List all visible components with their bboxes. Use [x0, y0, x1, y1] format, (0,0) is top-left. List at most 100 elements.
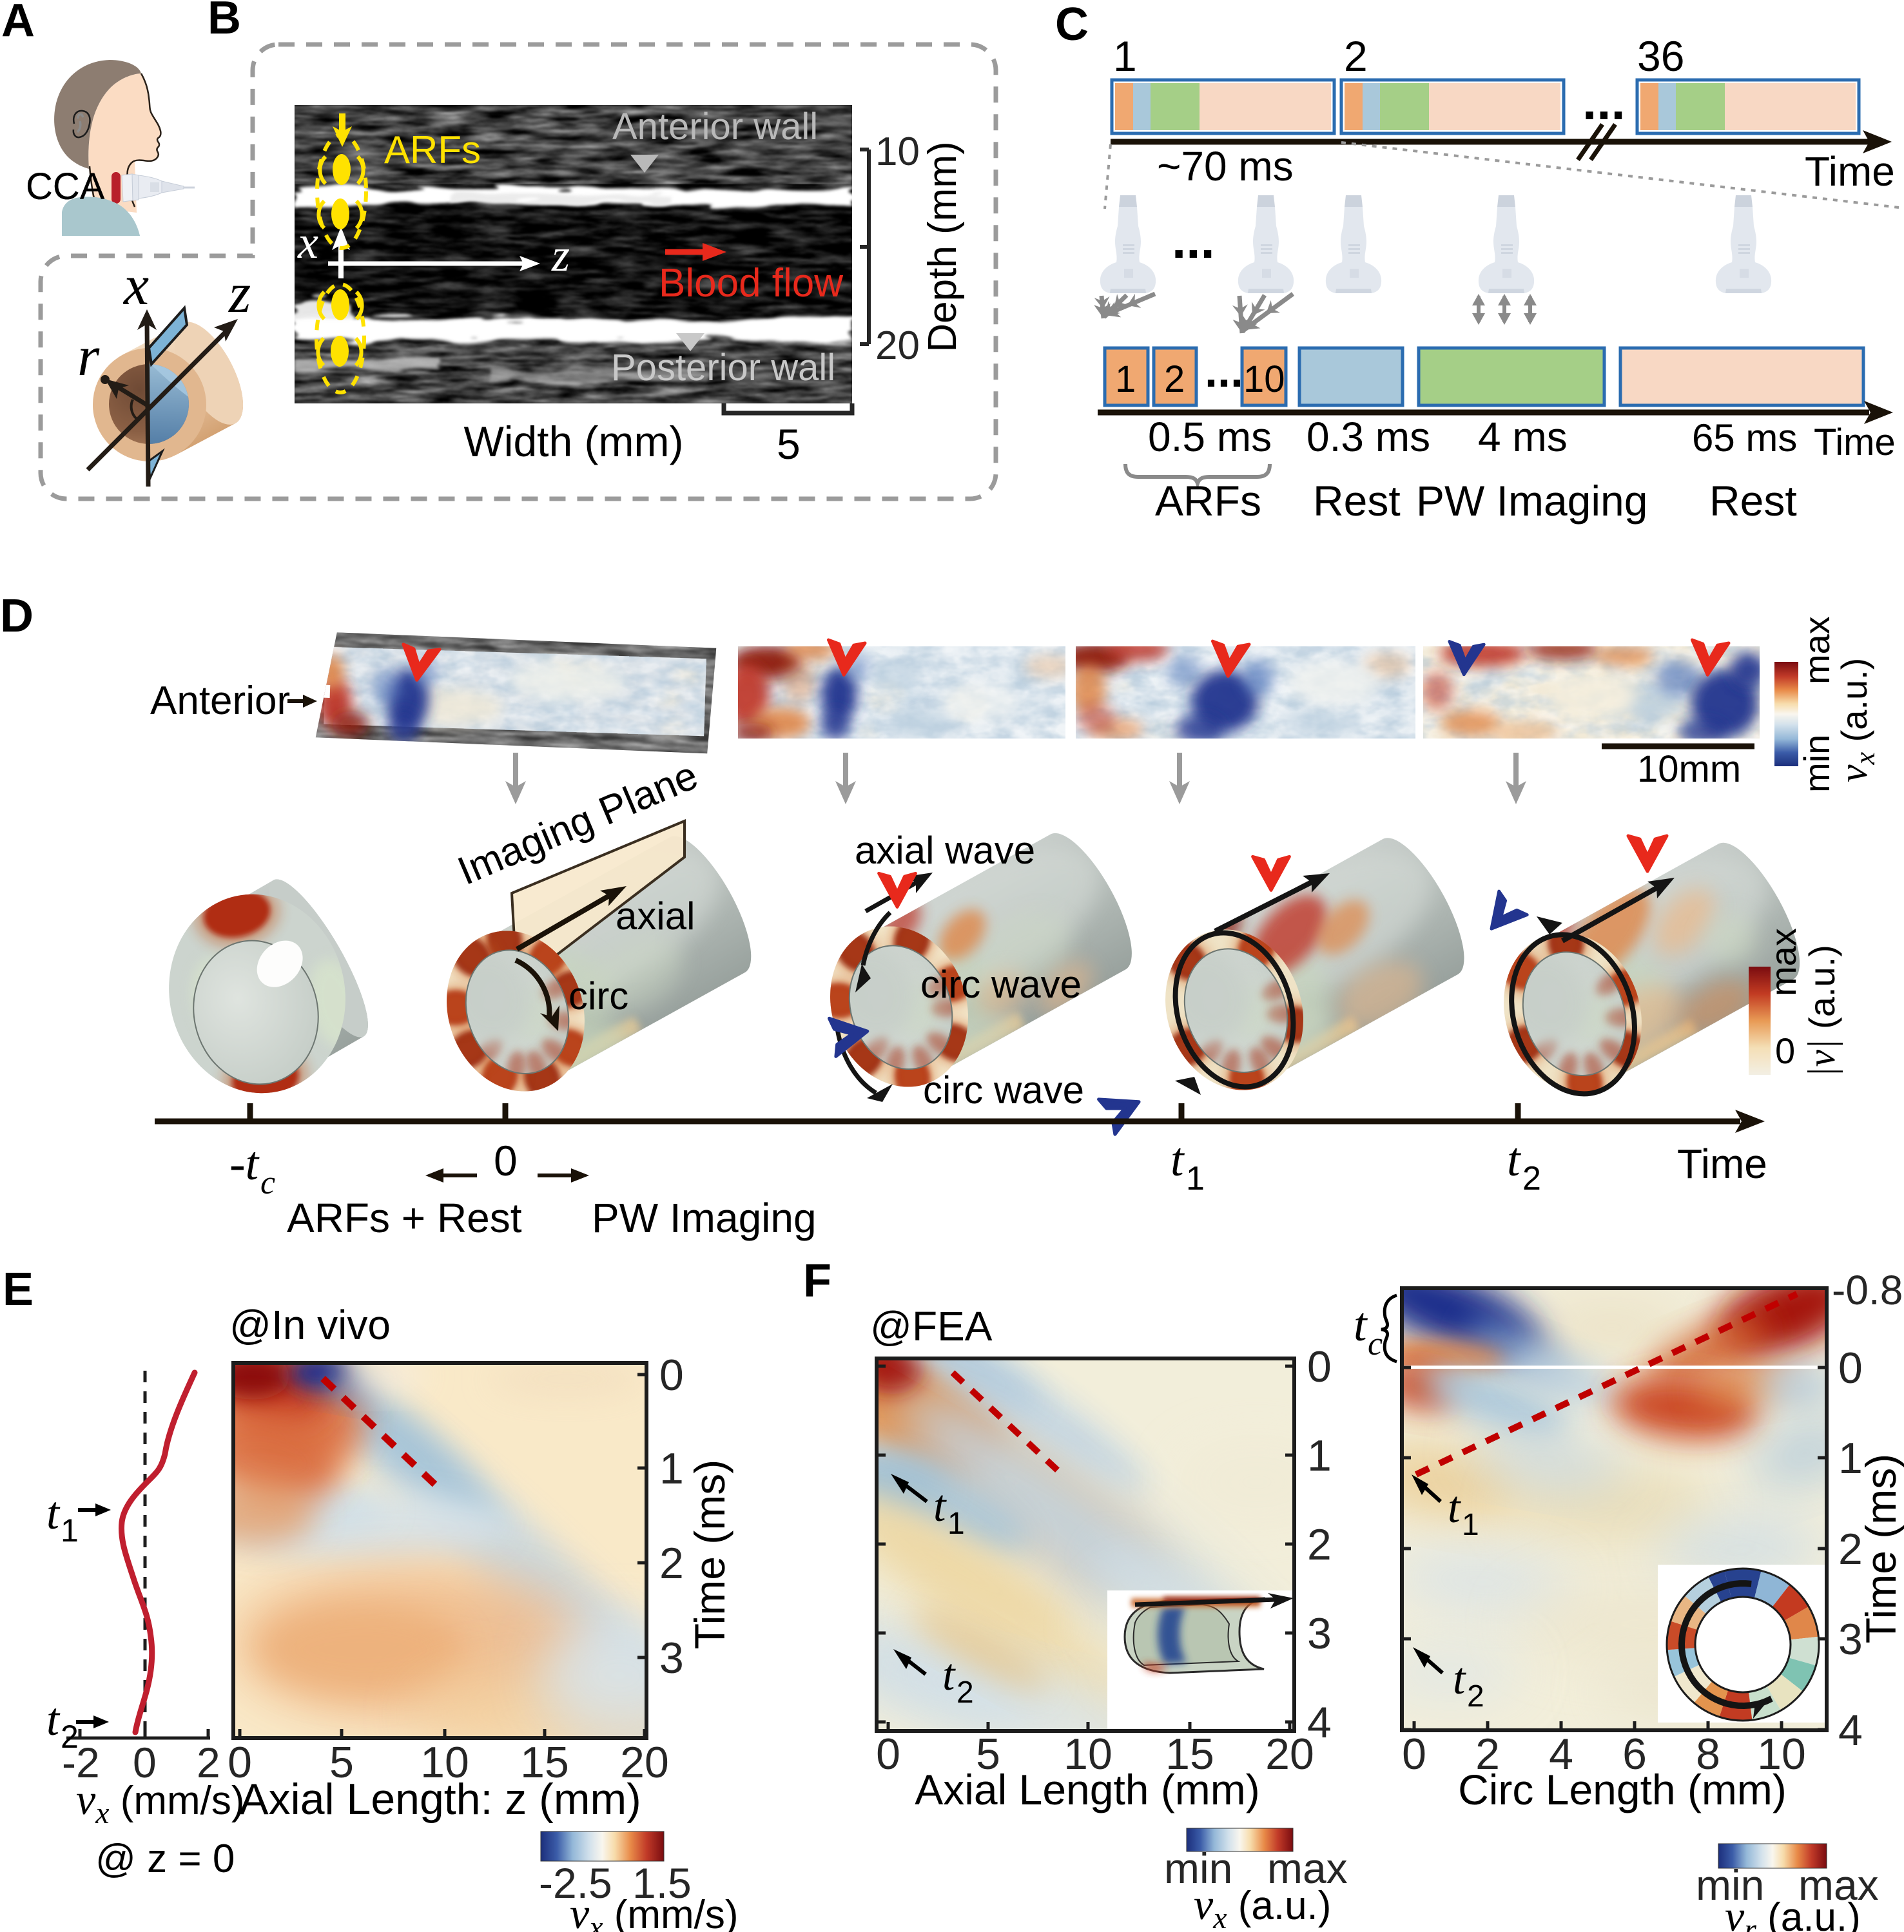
svg-text:2: 2	[61, 1719, 79, 1755]
svg-text:2: 2	[1522, 1160, 1541, 1197]
svg-text:4: 4	[1307, 1698, 1332, 1747]
svg-text:8: 8	[1696, 1730, 1720, 1779]
svg-text:5: 5	[329, 1738, 354, 1787]
svg-text:F: F	[803, 1255, 831, 1307]
svg-text:4: 4	[1838, 1706, 1863, 1755]
svg-text:min: min	[1696, 1861, 1764, 1909]
svg-text:0: 0	[1402, 1730, 1426, 1779]
svg-text:10: 10	[1064, 1730, 1112, 1779]
svg-text:1: 1	[1307, 1431, 1332, 1480]
svg-text:Time: Time	[1814, 421, 1896, 463]
svg-text:20: 20	[1265, 1730, 1314, 1779]
svg-text:vx (mm/s): vx (mm/s)	[76, 1775, 245, 1830]
svg-text:10: 10	[875, 130, 920, 174]
svg-text:t: t	[1453, 1654, 1466, 1704]
svg-text:1: 1	[1113, 32, 1137, 80]
svg-text:2: 2	[1164, 358, 1185, 400]
svg-text:Rest: Rest	[1709, 477, 1797, 525]
svg-text:E: E	[3, 1264, 34, 1315]
svg-text:~70 ms: ~70 ms	[1157, 143, 1294, 189]
svg-text:x: x	[122, 255, 149, 317]
svg-text:-2: -2	[62, 1739, 100, 1786]
svg-text:0: 0	[494, 1137, 518, 1184]
svg-text:36: 36	[1637, 32, 1684, 80]
svg-text:0: 0	[1307, 1342, 1332, 1391]
svg-text:Axial Length: z (mm): Axial Length: z (mm)	[239, 1775, 641, 1824]
svg-text:3: 3	[659, 1634, 684, 1683]
svg-text:A: A	[1, 0, 35, 46]
svg-text:vx (mm/s): vx (mm/s)	[570, 1889, 739, 1932]
svg-text:@In vivo: @In vivo	[229, 1302, 391, 1348]
svg-text:20: 20	[620, 1738, 669, 1787]
svg-text:2: 2	[1307, 1520, 1332, 1569]
svg-text:r: r	[77, 325, 100, 388]
svg-text:t: t	[942, 1650, 956, 1700]
svg-text:axial: axial	[616, 894, 695, 938]
svg-text:min: min	[1796, 735, 1837, 793]
svg-text:...: ...	[1172, 211, 1215, 269]
svg-text:axial wave: axial wave	[855, 829, 1035, 872]
svg-text:15: 15	[1165, 1730, 1214, 1779]
svg-text:20: 20	[875, 324, 920, 368]
svg-text:0: 0	[659, 1351, 684, 1400]
svg-text:0: 0	[1838, 1344, 1863, 1393]
svg-text:t: t	[933, 1482, 947, 1531]
svg-text:max: max	[1267, 1844, 1348, 1892]
svg-text:15: 15	[520, 1738, 569, 1787]
svg-text:0: 0	[876, 1730, 900, 1779]
svg-text:10mm: 10mm	[1637, 748, 1741, 790]
svg-text:B: B	[208, 0, 241, 44]
svg-text:5: 5	[976, 1730, 1000, 1779]
svg-text:|v| (a.u.): |v| (a.u.)	[1800, 945, 1843, 1077]
svg-text:5: 5	[777, 420, 801, 468]
svg-text:Time: Time	[1805, 148, 1895, 195]
svg-text:t: t	[1448, 1483, 1461, 1532]
svg-text:-t: -t	[229, 1137, 260, 1190]
svg-text:2: 2	[1838, 1525, 1863, 1574]
svg-text:Time (ms): Time (ms)	[686, 1460, 733, 1650]
svg-text:6: 6	[1622, 1730, 1647, 1779]
svg-text:PW Imaging: PW Imaging	[1416, 477, 1647, 525]
svg-text:vx (a.u.): vx (a.u.)	[1832, 658, 1881, 782]
svg-text:2: 2	[1475, 1730, 1500, 1779]
svg-text:ARFs: ARFs	[384, 128, 481, 171]
svg-text:c: c	[260, 1164, 275, 1201]
svg-text:t: t	[1171, 1134, 1185, 1186]
svg-text:1: 1	[1115, 358, 1136, 400]
svg-text:0.5 ms: 0.5 ms	[1148, 414, 1272, 460]
svg-text:Width (mm): Width (mm)	[464, 418, 684, 465]
svg-text:t: t	[46, 1694, 61, 1745]
svg-text:z: z	[551, 229, 570, 281]
svg-text:0: 0	[228, 1738, 252, 1787]
svg-text:PW Imaging: PW Imaging	[592, 1195, 817, 1241]
svg-text:max: max	[1798, 1861, 1879, 1909]
svg-text:c: c	[1368, 1326, 1383, 1362]
svg-text:C: C	[1055, 0, 1089, 50]
svg-text:3: 3	[1307, 1609, 1332, 1658]
svg-text:1: 1	[947, 1507, 965, 1541]
svg-text:4: 4	[1549, 1730, 1573, 1779]
svg-text:Anterior: Anterior	[150, 679, 290, 723]
svg-text:2: 2	[957, 1676, 974, 1710]
svg-text:circ wave: circ wave	[923, 1068, 1084, 1112]
svg-text:max: max	[1796, 616, 1837, 684]
svg-text:t: t	[1507, 1134, 1522, 1186]
svg-text:Anterior wall: Anterior wall	[612, 106, 818, 148]
svg-text:2: 2	[659, 1539, 684, 1588]
svg-text:3: 3	[1838, 1615, 1863, 1664]
svg-text:10: 10	[420, 1738, 469, 1787]
svg-text:1: 1	[1462, 1508, 1479, 1542]
svg-text:Time: Time	[1677, 1141, 1767, 1187]
svg-text:D: D	[0, 590, 34, 642]
svg-text:z: z	[228, 262, 251, 325]
svg-text:...: ...	[1205, 345, 1243, 397]
svg-text:ARFs: ARFs	[1155, 477, 1261, 525]
svg-text:Circ Length (mm): Circ Length (mm)	[1458, 1766, 1787, 1813]
svg-text:1.5: 1.5	[632, 1859, 692, 1907]
svg-text:min: min	[1164, 1844, 1232, 1892]
svg-text:circ: circ	[568, 974, 628, 1018]
svg-text:ARFs + Rest: ARFs + Rest	[287, 1195, 522, 1241]
svg-text:...: ...	[1582, 73, 1626, 130]
svg-text:t: t	[1354, 1299, 1368, 1351]
svg-text:circ wave: circ wave	[920, 963, 1082, 1006]
